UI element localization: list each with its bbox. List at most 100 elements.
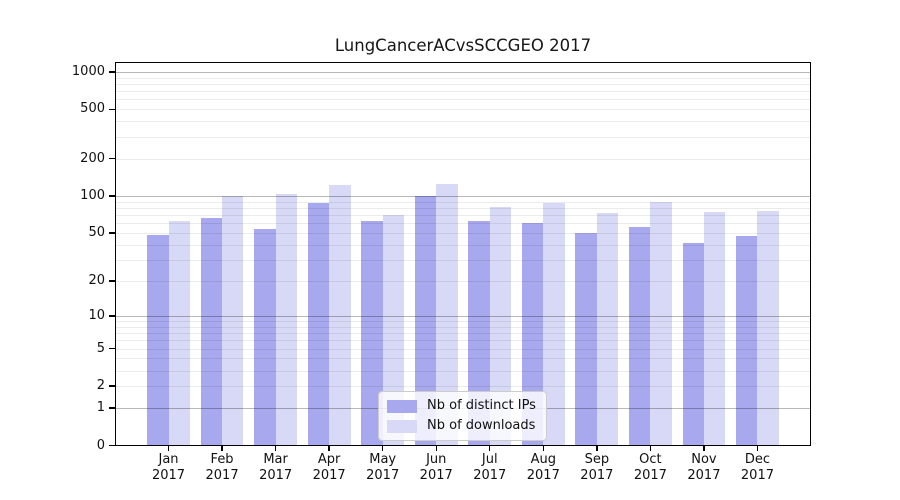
bar-distinct-ips-apr: [307, 202, 330, 446]
x-tick-mark: [649, 445, 652, 451]
x-tick-year: 2017: [740, 468, 774, 483]
x-tick-month: Apr: [317, 451, 341, 467]
bar-downloads-jan: [168, 220, 190, 446]
gridline-minor: [115, 83, 811, 85]
y-tick-label: 1: [96, 400, 105, 415]
gridline-minor: [115, 244, 811, 246]
y-tick-label: 2: [96, 378, 105, 394]
x-tick-month: Nov: [691, 451, 717, 467]
x-tick-label: Jan 2017: [137, 452, 201, 485]
legend-entry-distinct-ips: Nb of distinct IPs: [387, 398, 536, 414]
x-tick-label: Jun 2017: [404, 452, 468, 485]
x-tick-mark: [756, 445, 759, 451]
x-tick-label: Dec 2017: [725, 452, 789, 485]
bar-distinct-ips-jun: [414, 196, 437, 446]
x-tick-month: Jul: [481, 451, 498, 467]
gridline-minor: [115, 214, 811, 216]
y-tick-label: 5: [96, 340, 105, 356]
bar-distinct-ips-mar: [254, 228, 276, 446]
gridline-minor: [115, 207, 811, 209]
y-tick-mark: [108, 347, 115, 350]
legend-label-downloads: Nb of downloads: [427, 418, 536, 433]
gridline-minor: [115, 386, 811, 388]
legend-label-distinct-ips: Nb of distinct IPs: [427, 398, 536, 413]
bar-distinct-ips-aug: [521, 223, 544, 446]
x-tick-month: Dec: [744, 451, 771, 467]
y-tick-mark: [108, 157, 115, 160]
y-tick-mark: [108, 71, 115, 73]
x-tick-label: May 2017: [351, 452, 415, 485]
x-tick-mark: [167, 445, 170, 451]
gridline-minor: [115, 91, 811, 93]
bar-downloads-nov: [703, 211, 726, 446]
chart-title: LungCancerACvsSCCGEO 2017: [334, 36, 592, 55]
gridline-minor: [115, 259, 811, 261]
legend: Nb of distinct IPs Nb of downloads: [378, 391, 547, 441]
legend-swatch-distinct-ips: [387, 399, 417, 413]
gridline-minor: [115, 320, 811, 322]
y-tick-mark: [108, 385, 115, 387]
bar-distinct-ips-dec: [736, 236, 758, 446]
gridline-minor: [115, 136, 811, 138]
bar-downloads-aug: [543, 202, 565, 446]
bar-downloads-sep: [596, 213, 619, 446]
x-tick-mark: [596, 445, 598, 451]
y-tick-mark: [108, 108, 115, 110]
bar-distinct-ips-oct: [628, 226, 651, 446]
x-tick-mark: [381, 445, 384, 451]
x-tick-mark: [542, 445, 544, 451]
x-tick-mark: [489, 445, 491, 451]
x-tick-mark: [703, 445, 705, 451]
y-tick-mark: [108, 232, 115, 234]
gridline-minor: [115, 77, 811, 79]
x-tick-year: 2017: [419, 468, 453, 483]
x-tick-mark: [274, 445, 277, 451]
gridline-minor: [115, 201, 811, 203]
x-tick-label: Apr 2017: [297, 452, 361, 485]
x-tick-year: 2017: [580, 468, 614, 483]
x-tick-label: Nov 2017: [672, 452, 736, 485]
gridline-major: [115, 71, 811, 73]
x-tick-month: Jan: [158, 451, 179, 467]
x-tick-year: 2017: [151, 468, 186, 483]
gridline-major: [115, 315, 811, 317]
y-tick-mark: [108, 444, 115, 447]
y-tick-mark: [108, 195, 115, 197]
x-tick-month: Oct: [639, 451, 662, 467]
bar-distinct-ips-may: [361, 221, 383, 446]
gridline-minor: [115, 326, 811, 328]
x-tick-mark: [435, 445, 437, 451]
bar-distinct-ips-jul: [468, 220, 490, 446]
y-tick-mark: [108, 280, 115, 282]
y-tick-label: 10: [88, 307, 105, 323]
y-tick-label: 500: [80, 101, 105, 117]
bar-distinct-ips-sep: [575, 232, 597, 446]
x-tick-year: 2017: [687, 468, 721, 483]
x-tick-label: Sep 2017: [565, 452, 629, 485]
gridline-major: [115, 195, 811, 197]
gridline-minor: [115, 340, 811, 342]
legend-swatch-downloads: [387, 419, 417, 433]
gridline-minor: [115, 121, 811, 123]
y-tick-label: 50: [88, 224, 105, 240]
x-tick-mark: [221, 445, 223, 451]
y-tick-mark: [108, 315, 115, 317]
y-tick-label: 0: [96, 437, 105, 453]
x-tick-year: 2017: [473, 468, 507, 483]
gridline-minor: [115, 370, 811, 372]
x-tick-year: 2017: [205, 468, 239, 483]
x-tick-label: Aug 2017: [511, 452, 575, 485]
bar-downloads-apr: [329, 185, 351, 446]
gridline-minor: [115, 223, 811, 225]
gridline-minor: [115, 109, 811, 111]
x-tick-mark: [328, 445, 330, 451]
x-tick-year: 2017: [312, 468, 346, 483]
x-tick-month: Sep: [584, 451, 610, 467]
x-tick-month: Mar: [263, 451, 288, 467]
y-tick-label: 200: [80, 150, 105, 166]
x-tick-month: Jun: [426, 451, 447, 467]
gridline-minor: [115, 232, 811, 234]
y-tick-label: 20: [88, 272, 105, 288]
bar-downloads-dec: [757, 210, 779, 446]
gridline-minor: [115, 158, 811, 160]
